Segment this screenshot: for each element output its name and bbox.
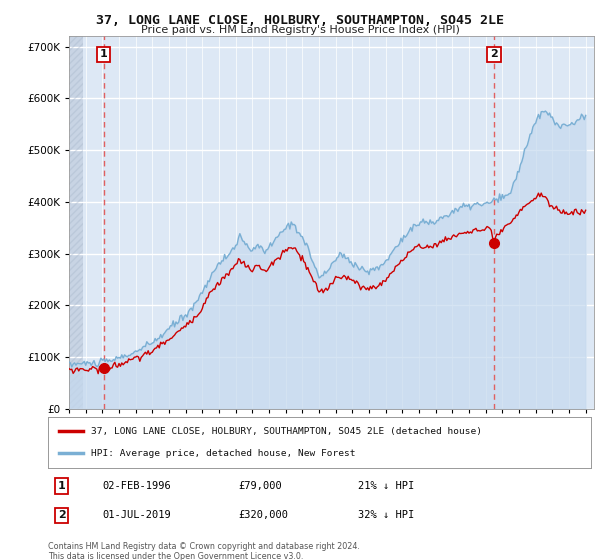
Text: 02-FEB-1996: 02-FEB-1996 (103, 481, 171, 491)
Text: 37, LONG LANE CLOSE, HOLBURY, SOUTHAMPTON, SO45 2LE (detached house): 37, LONG LANE CLOSE, HOLBURY, SOUTHAMPTO… (91, 427, 482, 436)
Text: 1: 1 (100, 49, 108, 59)
Text: 21% ↓ HPI: 21% ↓ HPI (358, 481, 414, 491)
Text: 01-JUL-2019: 01-JUL-2019 (103, 510, 171, 520)
Bar (69, 36, 83, 409)
Text: 2: 2 (58, 510, 65, 520)
Text: Price paid vs. HM Land Registry's House Price Index (HPI): Price paid vs. HM Land Registry's House … (140, 25, 460, 35)
Text: £79,000: £79,000 (238, 481, 282, 491)
Text: £320,000: £320,000 (238, 510, 288, 520)
Text: 2: 2 (490, 49, 498, 59)
Text: 1: 1 (58, 481, 65, 491)
Text: Contains HM Land Registry data © Crown copyright and database right 2024.
This d: Contains HM Land Registry data © Crown c… (48, 542, 360, 560)
Bar (69, 36, 83, 409)
Text: HPI: Average price, detached house, New Forest: HPI: Average price, detached house, New … (91, 449, 356, 458)
Text: 37, LONG LANE CLOSE, HOLBURY, SOUTHAMPTON, SO45 2LE: 37, LONG LANE CLOSE, HOLBURY, SOUTHAMPTO… (96, 14, 504, 27)
Text: 32% ↓ HPI: 32% ↓ HPI (358, 510, 414, 520)
